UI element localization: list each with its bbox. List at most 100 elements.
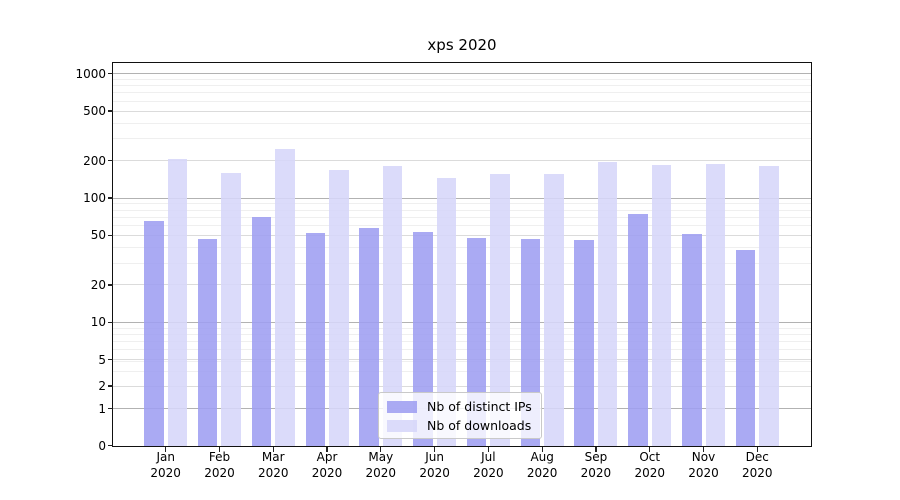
x-label-year: 2020 [257,465,289,480]
y-tick-0 [108,445,113,447]
x-label-month: Nov [691,450,716,464]
x-label-month: Feb [208,450,231,464]
x-label-year: 2020 [473,465,504,480]
y-tick-label-0: 0 [98,438,106,453]
x-tick-label-apr: Apr 2020 [299,450,355,481]
bar-distinct-ips-may [359,228,379,446]
gridline-400 [113,122,811,124]
y-tick-200 [108,159,113,162]
x-label-month: May [368,450,394,464]
y-tick-label-100: 100 [83,191,106,205]
x-tick-sep [595,447,597,452]
bar-downloads-apr [329,170,349,446]
legend-swatch-distinct-ips [387,400,417,413]
x-label-year: 2020 [419,465,450,480]
gridline-90 [113,203,811,205]
x-tick-label-feb: Feb 2020 [191,450,247,481]
legend-entry-distinct-ips: Nb of distinct IPs [387,399,532,414]
x-tick-mar [272,447,274,452]
gridline-20 [113,284,811,286]
x-label-month: Sep [584,450,608,464]
x-tick-label-jul: Jul 2020 [460,450,516,481]
x-tick-dec [756,447,758,452]
gridline-6 [113,349,811,351]
x-tick-label-mar: Mar 2020 [245,450,301,481]
x-label-year: 2020 [580,465,612,480]
y-tick-50 [108,234,113,237]
bar-downloads-dec [759,165,779,446]
bar-distinct-ips-apr [305,233,326,446]
x-label-month: Jan [156,450,175,464]
y-tick-label-5: 5 [98,352,106,367]
x-tick-label-dec: Dec 2020 [729,450,785,481]
x-tick-label-jun: Jun 2020 [407,450,463,481]
x-tick-apr [326,447,328,452]
bar-distinct-ips-feb [197,238,218,446]
bar-distinct-ips-dec [735,250,756,446]
gridline-2 [113,385,811,387]
x-tick-label-oct: Oct 2020 [622,450,678,481]
y-tick-10 [108,321,113,323]
x-label-year: 2020 [741,465,773,480]
x-label-year: 2020 [688,465,719,480]
bar-downloads-nov [705,164,725,446]
y-tick-5 [108,359,113,361]
gridline-200 [113,160,811,162]
gridline-40 [113,247,811,248]
gridline-60 [113,225,811,227]
x-label-year: 2020 [634,465,665,480]
x-tick-oct [649,447,651,452]
gridline-4 [113,361,811,362]
legend-label-downloads: Nb of downloads [427,418,532,433]
y-tick-100 [108,197,113,199]
gridline-3 [113,371,811,372]
gridline-9 [113,327,811,329]
x-tick-jan [165,447,167,452]
x-label-year: 2020 [150,465,181,480]
bar-distinct-ips-oct [628,213,648,446]
legend-swatch-downloads [387,419,417,432]
gridline-80 [113,209,811,211]
bar-distinct-ips-mar [251,217,272,446]
bar-downloads-mar [275,149,295,446]
bar-downloads-jun [436,178,457,446]
x-label-month: Jul [481,450,496,464]
x-tick-may [380,447,382,452]
x-label-month: Apr [316,450,338,464]
gridline-30 [113,262,811,264]
gridline-10 [113,321,811,323]
gridline-5 [113,359,811,361]
gridline-70 [113,216,811,218]
gridline-900 [113,78,811,80]
x-tick-label-nov: Nov 2020 [676,450,732,481]
bar-distinct-ips-jan [144,221,164,446]
x-label-month: Oct [639,450,661,464]
y-tick-label-50: 50 [90,228,106,243]
x-label-year: 2020 [204,465,235,480]
x-tick-aug [541,447,543,452]
legend-entry-downloads: Nb of downloads [387,418,532,433]
x-label-month: Dec [745,450,769,464]
y-tick-1 [108,407,113,410]
x-label-month: Mar [261,450,285,464]
x-tick-jun [434,447,436,452]
x-label-year: 2020 [526,465,558,480]
bar-downloads-sep [597,161,618,446]
gridline-50 [113,234,811,236]
y-tick-500 [108,110,113,112]
x-label-year: 2020 [311,465,343,480]
x-label-month: Aug [530,450,554,464]
x-tick-feb [218,447,221,452]
x-label-month: Jun [425,450,444,464]
gridline-300 [113,138,811,140]
bar-downloads-jan [167,158,188,446]
y-tick-1000 [108,73,113,75]
x-tick-label-jan: Jan 2020 [138,450,194,481]
y-tick-label-10: 10 [90,315,106,330]
legend: Nb of distinct IPs Nb of downloads [378,392,542,439]
gridline-8 [113,333,811,335]
legend-label-distinct-ips: Nb of distinct IPs [427,399,532,414]
